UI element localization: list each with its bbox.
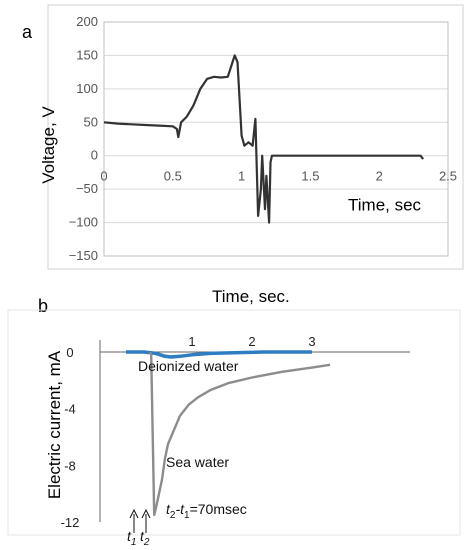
x-tick-label: 1 <box>238 169 245 184</box>
t2-label: t2 <box>140 528 150 548</box>
panel-b-label: b <box>38 296 48 316</box>
x-tick-label: 0.5 <box>164 169 182 184</box>
y-tick-label: 150 <box>76 47 98 62</box>
y-tick-label: -8 <box>64 458 76 473</box>
voltage-series-line <box>103 54 425 224</box>
y-tick-label: 50 <box>84 114 98 129</box>
current-chart: 0 -4 -8 -12 1 2 3 Deionized water Sea water Time,… <box>45 287 410 548</box>
y-tick-label: 0 <box>66 345 73 360</box>
y-axis-title: Electric current, mA <box>45 350 64 499</box>
deionized-water-series-line <box>126 350 312 359</box>
x-axis-title: Time, sec. <box>212 287 290 306</box>
x-tick-label: 2 <box>376 169 383 184</box>
x-tick-label: 2.5 <box>439 169 457 184</box>
y-tick-label: −50 <box>76 181 98 196</box>
y-tick-label: -4 <box>64 402 76 417</box>
t2-arrow-head <box>141 508 151 519</box>
x-tick-label: 0 <box>100 169 107 184</box>
plot-area <box>103 21 449 257</box>
panel-a-label: a <box>22 22 33 42</box>
y-tick-label: −100 <box>69 215 98 230</box>
t1-label: t1 <box>127 528 136 548</box>
deionized-water-label: Deionized water <box>138 358 239 374</box>
x-tick-label: 1.5 <box>301 169 319 184</box>
y-tick-label: −150 <box>69 248 98 263</box>
sea-water-series-line <box>148 351 331 517</box>
x-axis-title: Time, sec <box>348 196 422 215</box>
x-tick-label: 3 <box>308 334 315 349</box>
panel-b-frame <box>7 309 461 536</box>
y-tick-label: -12 <box>61 515 80 530</box>
sea-water-label: Sea water <box>166 454 229 470</box>
panel-a-frame <box>47 4 464 270</box>
delta-time-annotation: t2-t1=70msec <box>166 501 247 521</box>
t1-arrow-head <box>129 508 139 519</box>
y-tick-label: 0 <box>91 148 98 163</box>
x-tick-label: 1 <box>188 334 195 349</box>
y-tick-label: 200 <box>76 14 98 29</box>
x-tick-label: 2 <box>248 334 255 349</box>
y-axis-title: Voltage, V <box>39 106 58 184</box>
y-tick-label: 100 <box>76 81 98 96</box>
